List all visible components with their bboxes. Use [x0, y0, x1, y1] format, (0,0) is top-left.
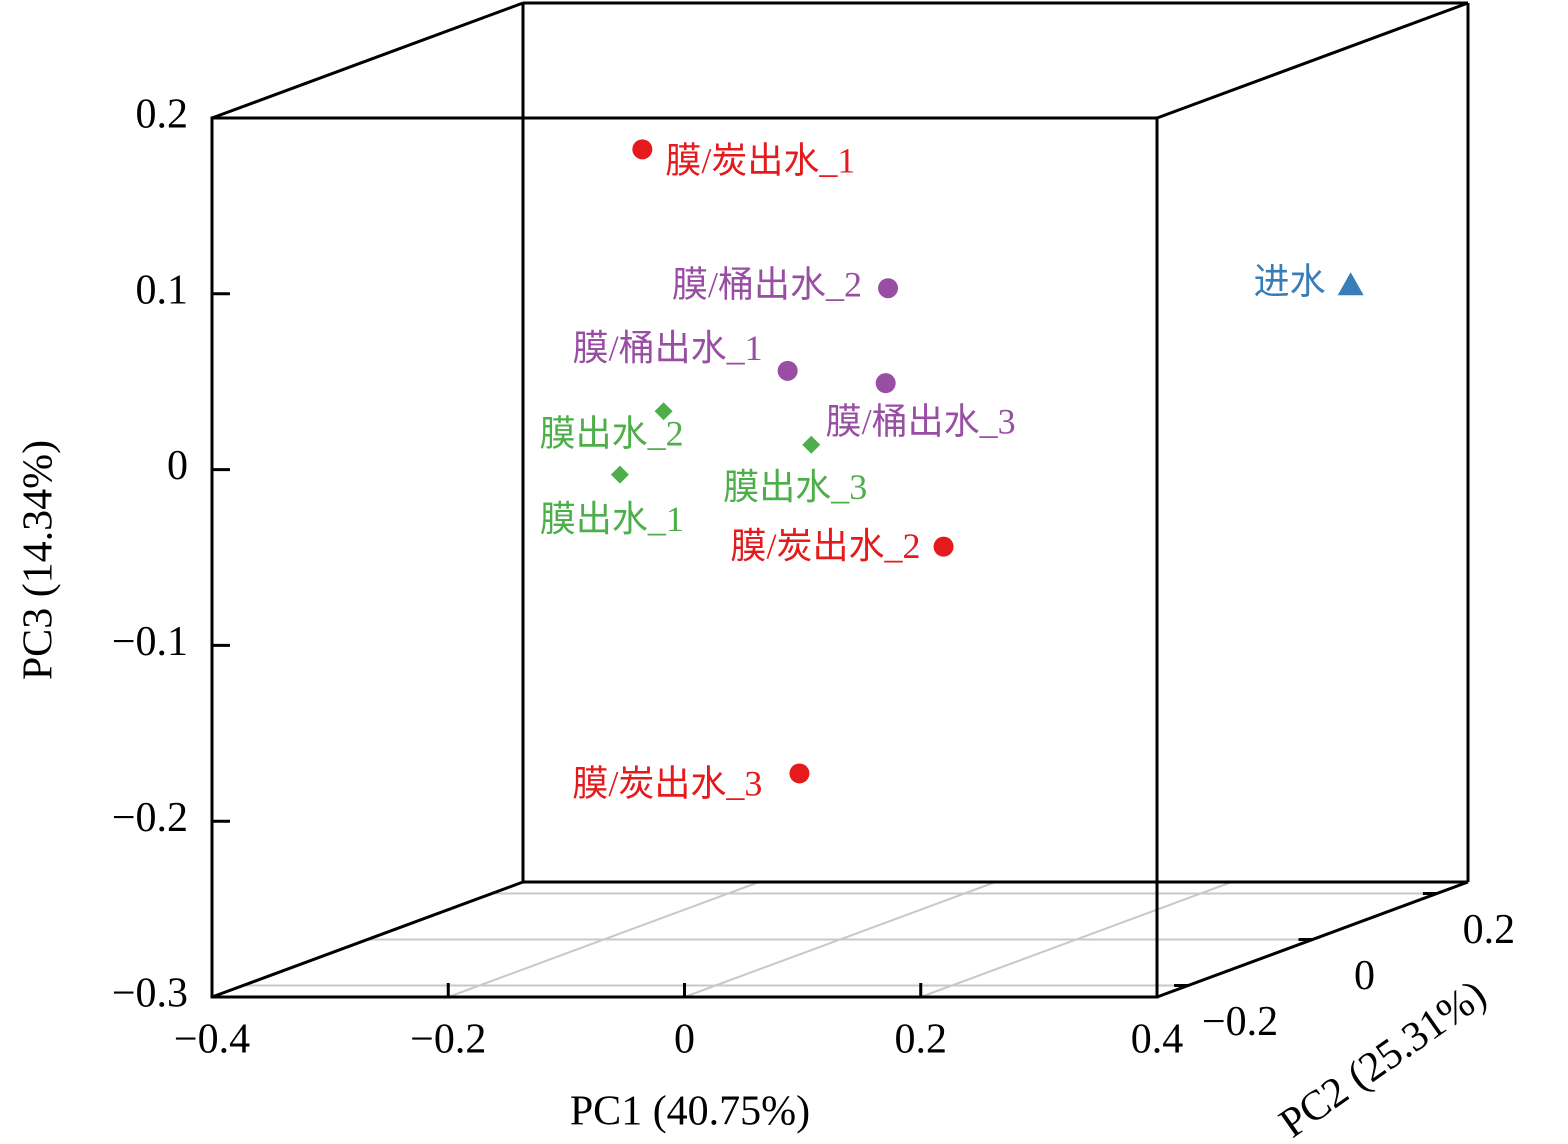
point-label: 膜出水_1 [540, 499, 684, 539]
point-label: 膜/桶出水_2 [672, 264, 862, 304]
box-edge [211, 880, 524, 999]
x-tick-label: −0.4 [174, 1017, 250, 1063]
box-front [210, 116, 1159, 999]
y-tick-label: 0 [167, 443, 188, 489]
point [875, 373, 896, 394]
point [789, 763, 810, 784]
z-axis-title: PC2 (25.31%) [1271, 971, 1494, 1144]
y-axis-title: PC3 (14.34%) [16, 440, 62, 680]
point-label: 进水 [1254, 261, 1326, 301]
point-label: 膜/桶出水_1 [573, 328, 763, 368]
point [777, 360, 798, 381]
point [610, 465, 629, 484]
y-tick-label: −0.1 [112, 619, 188, 665]
z-tick-label: −0.2 [1202, 999, 1278, 1045]
x-tick-label: 0.2 [895, 1017, 948, 1063]
point [654, 402, 673, 421]
box-edge [1156, 1, 1469, 120]
point [632, 139, 653, 160]
point-label: 膜/炭出水_2 [731, 526, 921, 566]
point-label: 膜出水_3 [723, 467, 867, 507]
y-tick-label: −0.3 [112, 971, 188, 1017]
y-tick-label: −0.2 [112, 795, 188, 841]
point [802, 435, 821, 454]
z-tick-label: 0 [1354, 953, 1375, 999]
point-label: 膜/炭出水_1 [665, 141, 855, 181]
point-label: 膜/炭出水_3 [572, 764, 762, 804]
y-tick-label: 0.2 [136, 92, 189, 138]
box-frame [210, 1, 1470, 999]
point [1337, 272, 1364, 296]
x-tick-label: −0.2 [410, 1017, 486, 1063]
x-axis-title: PC1 (40.75%) [570, 1089, 810, 1135]
y-tick-label: 0.1 [136, 267, 189, 313]
point-label: 膜出水_2 [540, 414, 684, 454]
point [878, 278, 899, 299]
point [933, 536, 954, 557]
x-tick-label: 0 [674, 1017, 695, 1063]
x-tick-label: 0.4 [1131, 1017, 1184, 1063]
point-label: 膜/桶出水_3 [826, 401, 1016, 441]
box-edge [211, 1, 524, 120]
floor-grid [211, 881, 1469, 998]
z-tick-label: 0.2 [1463, 907, 1516, 953]
